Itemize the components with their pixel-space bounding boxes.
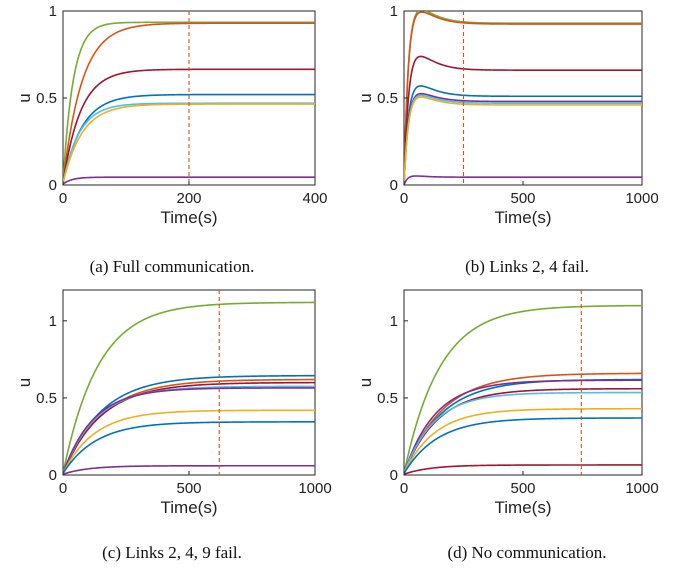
series-line-8 — [63, 421, 315, 474]
x-tick-label: 1000 — [625, 190, 658, 207]
series-line-4 — [63, 381, 315, 474]
y-tick-label: 0.5 — [36, 90, 57, 107]
series-line-2 — [404, 372, 642, 474]
chart-panel-4: 0 500 1000 0 0.5 1 Time(s) u (d) No communicatio… — [356, 289, 659, 562]
y-axis-label: u — [15, 93, 34, 102]
series-line-7 — [404, 407, 642, 474]
x-tick-label: 0 — [400, 480, 408, 497]
series-line-2 — [63, 22, 315, 184]
series-line-3 — [404, 55, 642, 185]
chart-panel-3: 0 500 1000 0 0.5 1 Time(s) u (c) Links 2, 4, 9 f… — [15, 289, 332, 562]
plot-area — [403, 10, 643, 186]
y-tick-label: 0.5 — [36, 390, 57, 407]
x-tick-label: 500 — [510, 190, 535, 207]
subfigure-caption: (b) Links 2, 4 fail. — [465, 257, 589, 276]
chart-panel-2: 0 500 1000 0 0.5 1 Time(s) u (b) Links 2, 4 fail… — [356, 3, 659, 276]
series-line-4 — [63, 93, 315, 184]
series-line-8 — [404, 417, 642, 474]
y-tick-label: 0 — [49, 177, 57, 194]
subfigure-caption: (c) Links 2, 4, 9 fail. — [102, 543, 242, 562]
series-line-9 — [404, 464, 642, 475]
x-tick-label: 500 — [510, 480, 535, 497]
x-tick-label: 0 — [59, 480, 67, 497]
x-tick-label: 0 — [400, 190, 408, 207]
series-line-1 — [404, 11, 642, 185]
series-line-6 — [404, 391, 642, 474]
y-axis-label: u — [356, 378, 375, 387]
x-tick-label: 1000 — [625, 480, 658, 497]
series-line-8 — [404, 175, 642, 185]
series-line-4 — [404, 379, 642, 474]
y-tick-label: 0 — [390, 177, 398, 194]
y-tick-label: 0.5 — [377, 90, 398, 107]
series-line-7 — [63, 176, 315, 185]
x-tick-label: 500 — [176, 480, 201, 497]
y-tick-label: 0 — [49, 467, 57, 484]
series-line-1 — [63, 21, 315, 184]
y-tick-label: 0.5 — [377, 390, 398, 407]
x-axis-label: Time(s) — [161, 208, 218, 227]
y-tick-label: 0 — [390, 467, 398, 484]
x-tick-label: 1000 — [298, 480, 331, 497]
series-line-7 — [404, 96, 642, 185]
series-line-1 — [404, 304, 642, 474]
series-line-7 — [63, 409, 315, 474]
series-line-2 — [63, 374, 315, 474]
series-line-1 — [63, 301, 315, 474]
subfigure-caption: (d) No communication. — [447, 543, 606, 562]
subfigure-caption: (a) Full communication. — [90, 257, 255, 276]
y-axis-label: u — [15, 378, 34, 387]
series-line-4 — [404, 85, 642, 185]
x-tick-label: 0 — [59, 190, 67, 207]
x-axis-label: Time(s) — [495, 498, 552, 517]
series-line-2 — [404, 11, 642, 185]
x-axis-label: Time(s) — [495, 208, 552, 227]
y-tick-label: 1 — [49, 3, 57, 20]
series-line-5 — [404, 92, 642, 185]
x-axis-label: Time(s) — [161, 498, 218, 517]
series-line-6 — [404, 94, 642, 185]
y-axis-label: u — [356, 93, 375, 102]
x-tick-label: 200 — [176, 190, 201, 207]
series-line-6 — [63, 387, 315, 474]
y-tick-label: 1 — [390, 3, 398, 20]
x-tick-label: 400 — [302, 190, 327, 207]
series-line-9 — [63, 464, 315, 475]
y-tick-label: 1 — [49, 313, 57, 330]
chart-panel-1: 0 200 400 0 0.5 1 Time(s) u (a) Full communicati… — [15, 3, 328, 276]
series-line-5 — [63, 385, 315, 474]
y-tick-label: 1 — [390, 313, 398, 330]
